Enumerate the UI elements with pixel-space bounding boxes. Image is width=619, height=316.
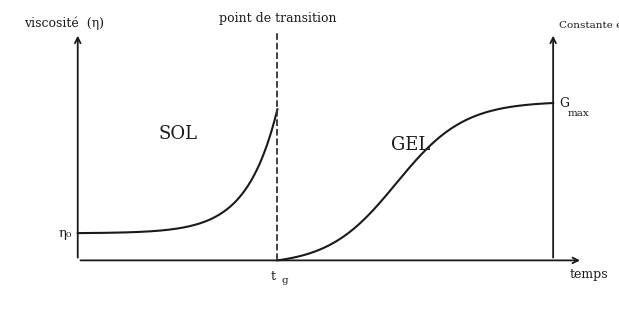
Text: t: t: [270, 270, 275, 283]
Text: max: max: [568, 109, 590, 118]
Text: GEL: GEL: [391, 136, 430, 154]
Text: G: G: [559, 96, 569, 110]
Text: η₀: η₀: [58, 227, 72, 240]
Text: viscosité  (η): viscosité (η): [24, 17, 104, 30]
Text: point de transition: point de transition: [219, 12, 336, 25]
Text: temps: temps: [569, 268, 608, 281]
Text: Constante élastique (G): Constante élastique (G): [559, 21, 619, 30]
Text: g: g: [281, 276, 288, 284]
Text: SOL: SOL: [158, 125, 197, 143]
